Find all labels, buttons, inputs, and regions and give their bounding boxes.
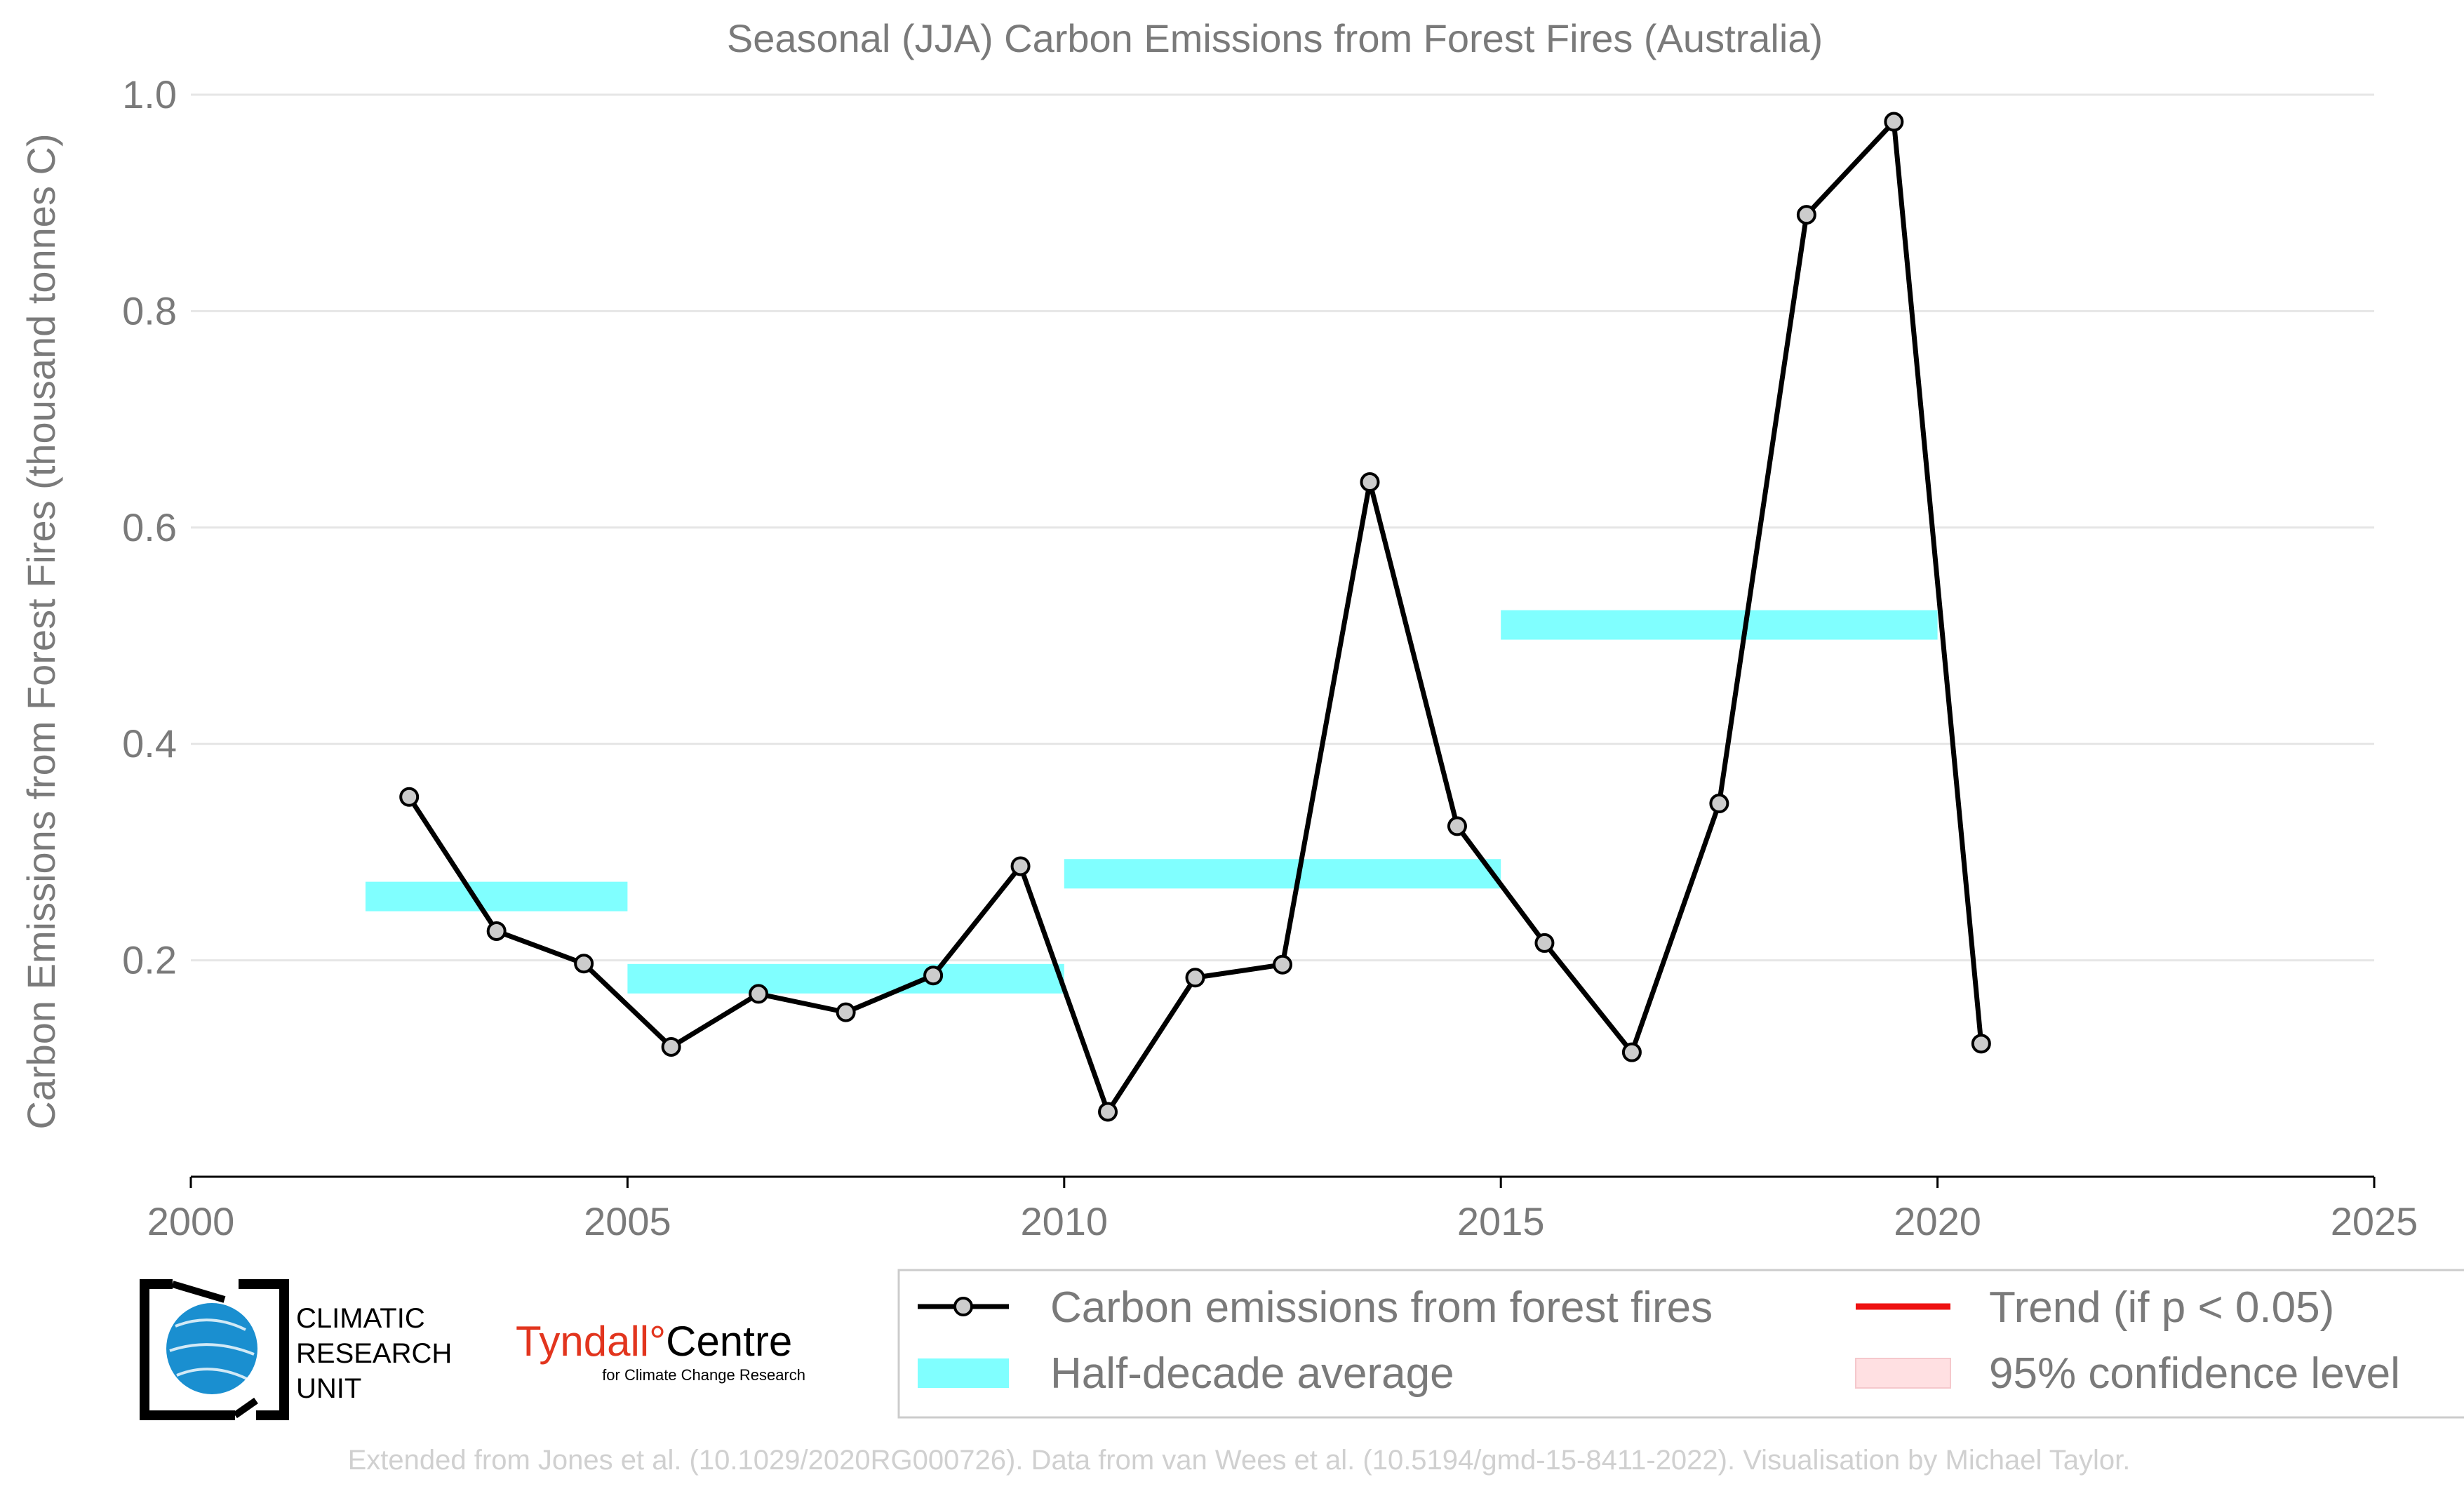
- y-tick-label: 0.2: [122, 938, 177, 982]
- x-tick-label: 2010: [1021, 1199, 1109, 1243]
- series-carbon-emissions: [399, 112, 1991, 1122]
- x-tick-label: 2005: [584, 1199, 671, 1243]
- legend: Carbon emissions from forest fires Half-…: [897, 1269, 2464, 1419]
- half-decade-average-bar: [627, 963, 1064, 994]
- cru-logo-line1: CLIMATIC: [296, 1303, 425, 1334]
- y-tick-label: 0.8: [122, 288, 177, 333]
- data-point: [1534, 933, 1555, 953]
- data-point: [399, 787, 420, 807]
- chart-title: Seasonal (JJA) Carbon Emissions from For…: [727, 16, 1823, 60]
- data-point: [1360, 472, 1380, 493]
- data-point: [1796, 205, 1816, 225]
- data-point: [1971, 1034, 1991, 1054]
- half-decade-average-bar: [1501, 610, 1938, 640]
- tyndall-logo-text: Tyndall°Centre: [516, 1318, 792, 1365]
- legend-confidence-band-icon: [1855, 1358, 1951, 1389]
- legend-half-decade-band-icon: [918, 1358, 1009, 1388]
- data-point: [749, 984, 769, 1004]
- data-point: [836, 1002, 856, 1022]
- legend-marker-icon: [953, 1297, 973, 1316]
- data-point: [486, 921, 507, 941]
- grid-lines: [191, 93, 2374, 962]
- x-tick-label: 2025: [2331, 1199, 2418, 1243]
- data-point: [1621, 1042, 1642, 1062]
- footer-credit: Extended from Jones et al. (10.1029/2020…: [348, 1445, 2131, 1476]
- half-decade-average-bar: [365, 881, 628, 911]
- legend-label-half-decade: Half-decade average: [1050, 1349, 1454, 1398]
- legend-frame: [897, 1269, 2464, 1419]
- data-point: [574, 954, 594, 974]
- half-decade-average-bar: [1064, 859, 1501, 889]
- legend-label-emissions: Carbon emissions from forest fires: [1050, 1283, 1713, 1332]
- y-tick-label: 0.6: [122, 505, 177, 549]
- legend-label-confidence: 95% confidence level: [1989, 1349, 2400, 1398]
- data-point: [1098, 1102, 1118, 1122]
- y-tick-label: 1.0: [122, 72, 177, 116]
- y-axis-ticks: 0.2 0.4 0.6 0.8 1.0: [122, 72, 177, 982]
- y-tick-label: 0.4: [122, 721, 177, 766]
- data-point: [923, 966, 944, 986]
- data-point: [1884, 112, 1904, 132]
- data-point: [1447, 816, 1467, 836]
- half-decade-average-bands: [365, 610, 1938, 994]
- x-tick-label: 2000: [147, 1199, 235, 1243]
- data-point: [1010, 856, 1031, 876]
- data-point: [1185, 968, 1205, 988]
- tyndall-logo: Tyndall°Centre for Climate Change Resear…: [516, 1318, 805, 1384]
- cru-logo-line2: RESEARCH: [296, 1338, 452, 1369]
- series-line: [407, 119, 1984, 1114]
- data-point: [1709, 794, 1729, 814]
- x-axis-ticks: 2000 2005 2010 2015 2020 2025: [147, 1177, 2418, 1243]
- legend-label-trend: Trend (if p < 0.05): [1989, 1283, 2334, 1332]
- tyndall-logo-subtitle: for Climate Change Research: [602, 1366, 805, 1384]
- y-axis-label: Carbon Emissions from Forest Fires (thou…: [19, 133, 63, 1129]
- cru-logo-line3: UNIT: [296, 1373, 361, 1404]
- data-point: [1273, 954, 1292, 975]
- x-tick-label: 2020: [1894, 1199, 1981, 1243]
- data-point: [661, 1036, 681, 1057]
- cru-logo: CLIMATIC RESEARCH UNIT: [140, 1279, 452, 1420]
- x-tick-label: 2015: [1457, 1199, 1545, 1243]
